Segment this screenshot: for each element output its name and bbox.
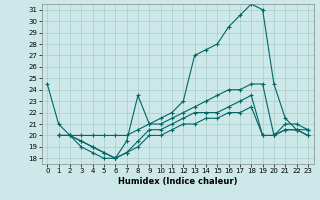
- X-axis label: Humidex (Indice chaleur): Humidex (Indice chaleur): [118, 177, 237, 186]
